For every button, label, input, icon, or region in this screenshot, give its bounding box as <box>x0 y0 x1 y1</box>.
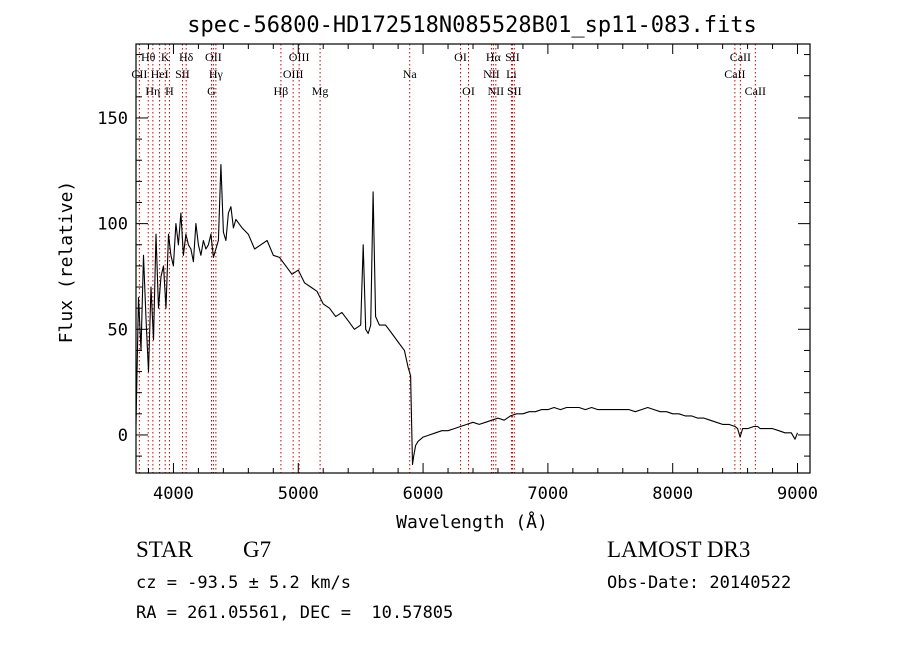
coordinates: RA = 261.05561, DEC = 10.57805 <box>136 603 454 623</box>
spectral-line-label: Hβ <box>274 84 289 98</box>
y-axis: 0 50 100 150 <box>97 54 810 457</box>
redshift-velocity: cz = -93.5 ± 5.2 km/s <box>136 573 351 593</box>
chart-title: spec-56800-HD172518N085528B01_sp11-083.f… <box>187 13 757 38</box>
spectral-line-label: Na <box>403 67 418 81</box>
spectral-line-label: Hη <box>145 84 160 98</box>
x-tick-label: 6000 <box>403 484 444 504</box>
x-tick-label: 4000 <box>153 484 194 504</box>
spectral-line-label: NII <box>483 67 500 81</box>
x-axis: 4000 5000 6000 7000 8000 9000 <box>147 44 818 504</box>
y-tick-label: 0 <box>118 426 128 446</box>
spectral-line-label: Hα <box>486 50 502 64</box>
observation-date: Obs-Date: 20140522 <box>607 573 792 593</box>
spectral-line-label: CaII <box>724 67 745 81</box>
spectral-line-label: NII <box>488 84 505 98</box>
spectrum-series-line <box>135 163 799 466</box>
x-tick-label: 5000 <box>278 484 319 504</box>
survey-name: LAMOST DR3 <box>607 537 751 562</box>
spectral-line-label: OIII <box>283 67 304 81</box>
spectral-line-label: Hγ <box>209 67 224 81</box>
object-subclass: G7 <box>243 537 272 562</box>
y-tick-label: 50 <box>108 320 128 340</box>
spectral-line-label: Li <box>506 67 517 81</box>
spectral-line-label: H <box>165 84 174 98</box>
y-tick-label: 100 <box>97 215 128 235</box>
x-tick-label: 9000 <box>777 484 818 504</box>
spectral-line-label: SII <box>507 84 522 98</box>
y-tick-label: 150 <box>97 109 128 129</box>
spectral-line-label: OII <box>205 50 222 64</box>
x-axis-label: Wavelength (Å) <box>396 511 548 533</box>
spectral-line-label: OI <box>454 50 467 64</box>
spectral-line-label: Hδ <box>179 50 194 64</box>
spectral-line-label: Hθ <box>141 50 156 64</box>
plot-frame <box>135 43 811 474</box>
spectral-line-label: SII <box>175 67 190 81</box>
spectral-line-label: OI <box>462 84 475 98</box>
object-class: STAR <box>136 537 193 562</box>
spectral-line-label: SII <box>505 50 520 64</box>
x-tick-label: 7000 <box>527 484 568 504</box>
y-axis-label: Flux (relative) <box>56 181 77 344</box>
spectral-line-label: CaII <box>745 84 766 98</box>
spectral-line-label: G <box>207 84 216 98</box>
spectral-line-markers <box>138 44 756 473</box>
spectral-line-label: CII <box>131 67 147 81</box>
x-tick-label: 8000 <box>652 484 693 504</box>
spectral-line-label: CaII <box>730 50 751 64</box>
spectral-line-labels: CIIHθHηHeIKHSIIHδGOIIHγHβOIIIOIIIMgNaOIO… <box>131 50 766 98</box>
spectral-line-label: Mg <box>312 84 329 98</box>
spectral-line-label: K <box>161 50 170 64</box>
spectral-line-label: HeI <box>151 67 169 81</box>
spectral-line-label: OIII <box>289 50 310 64</box>
